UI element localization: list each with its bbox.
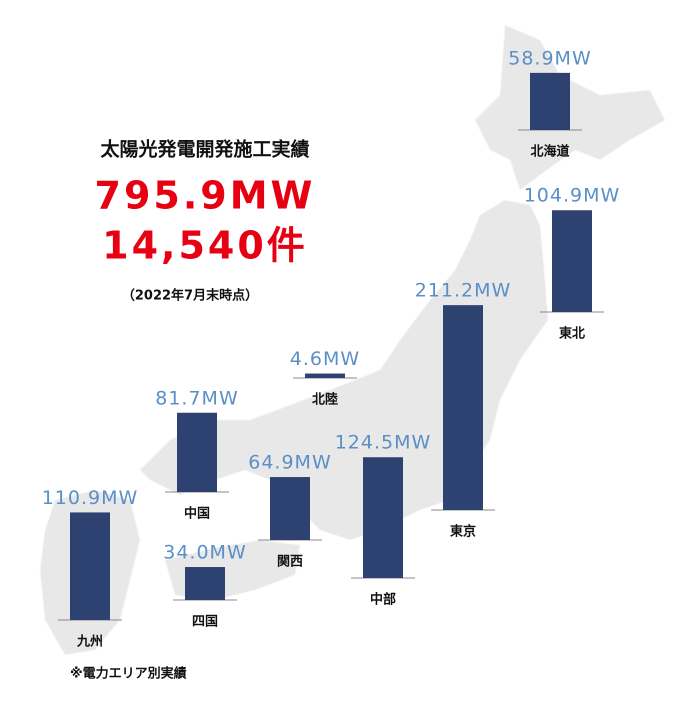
value-label: 81.7MW — [155, 387, 238, 409]
region-label: 北海道 — [530, 144, 569, 160]
value-label: 34.0MW — [163, 542, 246, 564]
bar — [185, 567, 225, 600]
bar — [305, 373, 345, 378]
region-label: 中部 — [370, 592, 396, 608]
bar — [530, 72, 570, 130]
total-count: 14,540件 — [102, 224, 308, 268]
value-label: 4.6MW — [290, 348, 360, 370]
region-label: 四国 — [192, 615, 218, 630]
title: 太陽光発電開発施工実績 — [100, 138, 309, 161]
value-label: 58.9MW — [508, 47, 591, 69]
region-label: 九州 — [76, 635, 103, 650]
bar — [270, 477, 310, 540]
total-capacity: 795.9MW — [95, 174, 316, 218]
bar — [177, 412, 217, 492]
value-label: 211.2MW — [415, 280, 512, 302]
value-label: 124.5MW — [335, 432, 432, 454]
as-of-date: （2022年7月末時点） — [122, 288, 258, 304]
region-label: 北陸 — [312, 392, 338, 408]
value-label: 104.9MW — [524, 185, 621, 207]
bar — [443, 305, 483, 510]
bar — [363, 457, 403, 578]
region-label: 東北 — [559, 326, 585, 342]
region-label: 東京 — [450, 524, 476, 540]
value-label: 110.9MW — [42, 487, 139, 509]
value-label: 64.9MW — [248, 452, 331, 474]
bar — [70, 512, 110, 620]
bar — [552, 210, 592, 312]
footnote: ※電力エリア別実績 — [70, 666, 187, 682]
region-label: 中国 — [184, 506, 210, 522]
region-label: 関西 — [277, 555, 303, 570]
